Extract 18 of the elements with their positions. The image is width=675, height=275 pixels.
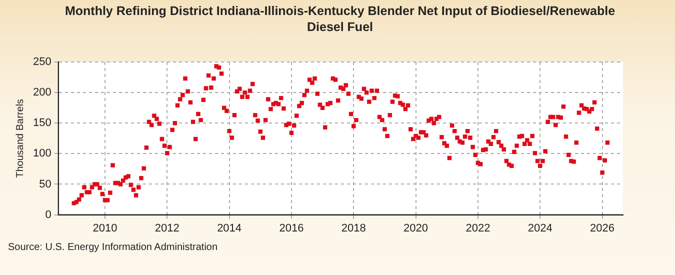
y-tick-label: 0 xyxy=(45,208,52,221)
y-tick-label: 100 xyxy=(32,148,52,160)
x-tick-label: 2026 xyxy=(590,222,615,234)
x-tick-label: 2024 xyxy=(528,222,552,234)
y-tick-label: 250 xyxy=(32,56,52,68)
x-tick-label: 2014 xyxy=(217,222,242,234)
y-tick-label: 50 xyxy=(39,178,52,190)
x-tick-label: 2018 xyxy=(341,222,366,234)
x-tick-label: 2022 xyxy=(466,222,490,234)
y-tick-label: 150 xyxy=(32,117,52,130)
x-tick-label: 2020 xyxy=(404,222,428,234)
x-tick-label: 2016 xyxy=(279,222,304,234)
y-tick-label: 200 xyxy=(32,86,52,99)
y-axis-title: Thousand Barrels xyxy=(14,98,26,178)
source-note: Source: U.S. Energy Information Administration xyxy=(8,242,218,253)
x-tick-label: 2012 xyxy=(154,222,180,234)
chart-title: Monthly Refining District Indiana-Illinois-Kentucky Blender Net Input of Biodiesel/Renewable Diesel Fuel xyxy=(64,3,616,35)
x-tick-label: 2010 xyxy=(92,222,118,234)
